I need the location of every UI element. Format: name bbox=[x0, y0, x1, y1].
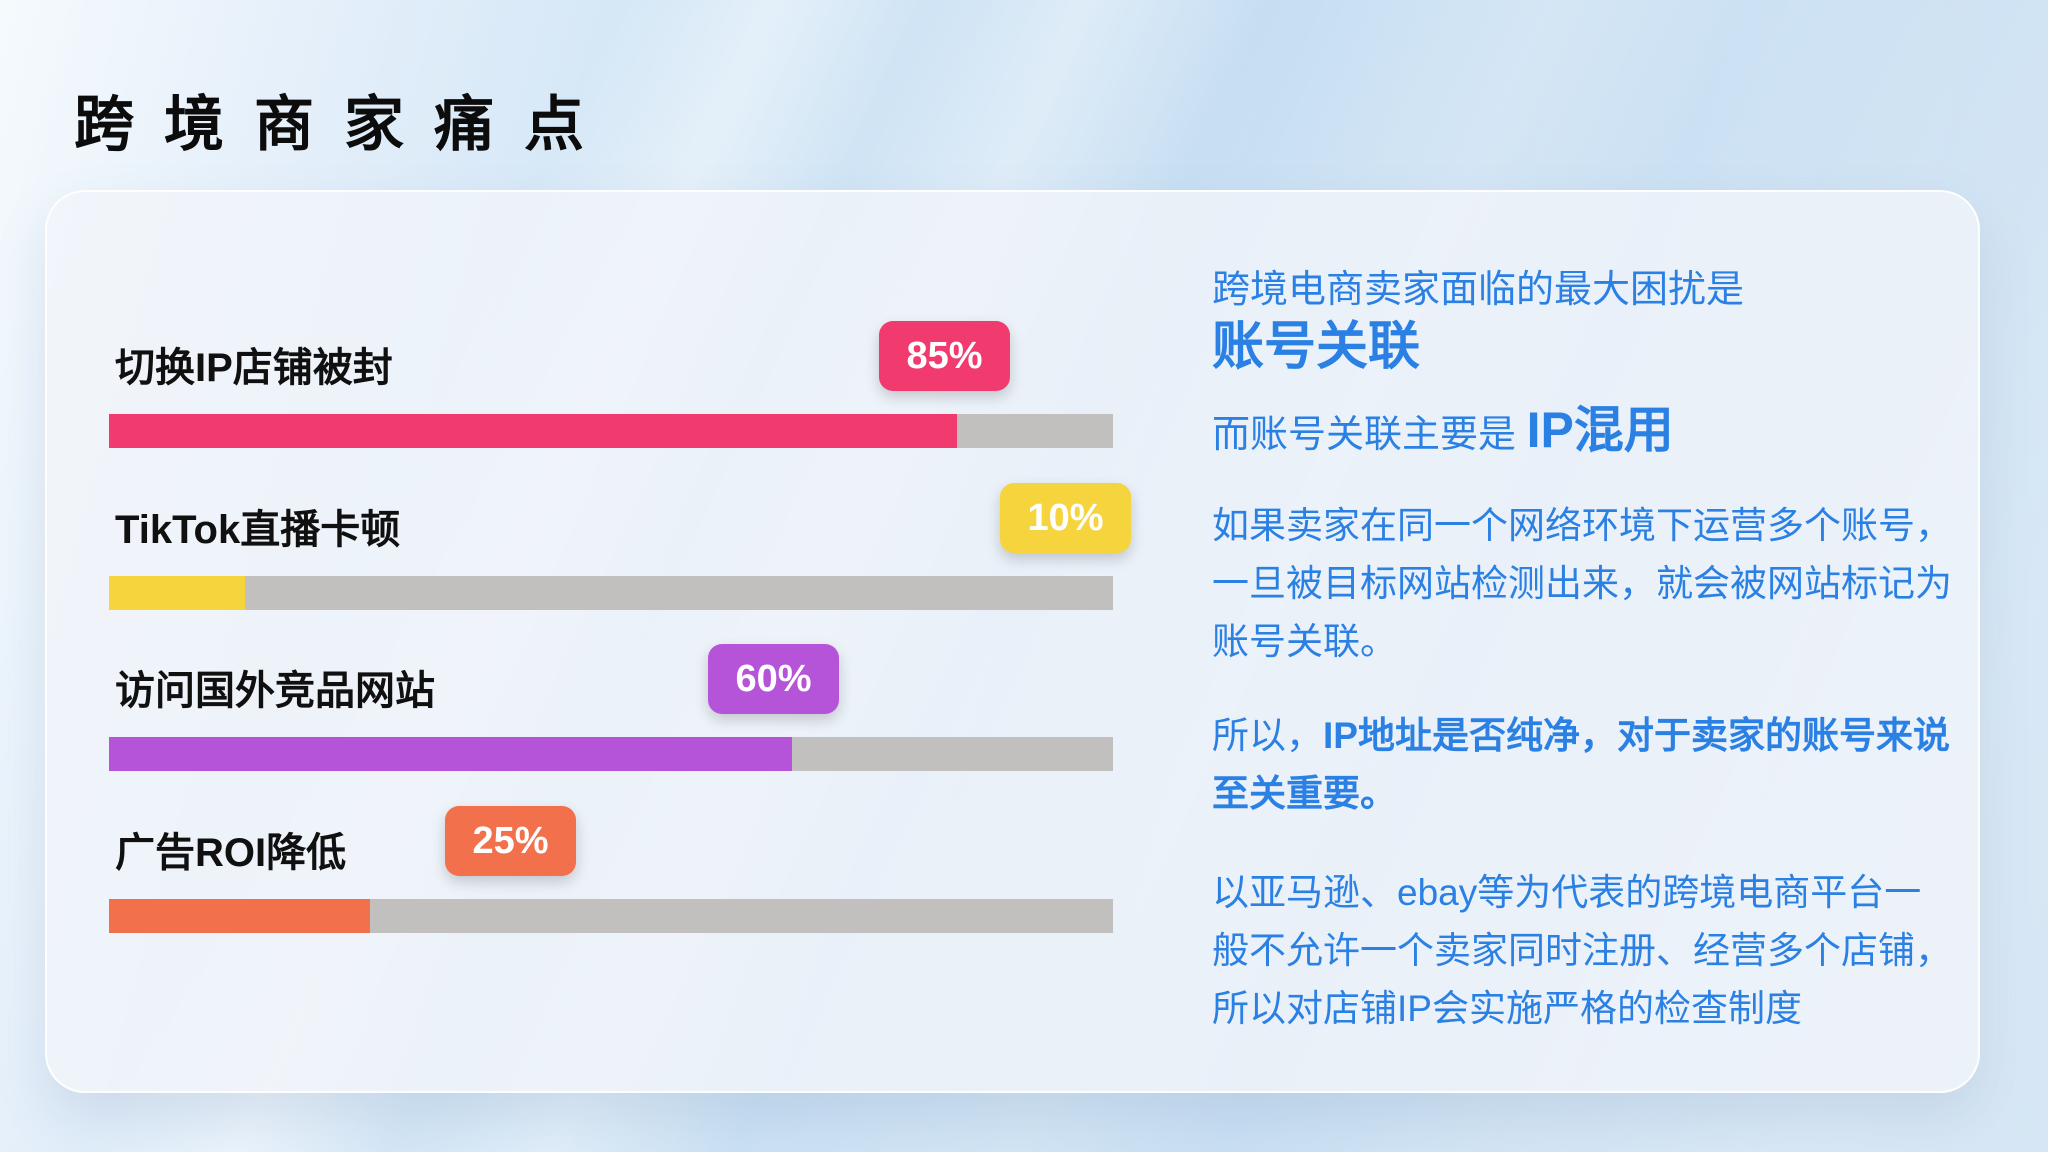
chart-row: TikTok直播卡顿 10% bbox=[109, 483, 1131, 649]
chart-row: 访问国外竞品网站 60% bbox=[109, 644, 1113, 810]
value-badge: 10% bbox=[1000, 483, 1131, 553]
info-intro-text: 跨境电商卖家面临的最大困扰是 bbox=[1212, 269, 1745, 311]
bar-label: TikTok直播卡顿 bbox=[115, 508, 401, 552]
chart-row: 切换IP店铺被封 85% bbox=[109, 321, 1113, 487]
bar-fill bbox=[109, 576, 245, 610]
info-paragraph-1: 如果卖家在同一个网络环境下运营多个账号，一旦被目标网站检测出来，就会被网站标记为… bbox=[1212, 505, 1952, 662]
info-headline: 账号关联 bbox=[1212, 318, 1421, 376]
bar-track bbox=[109, 737, 1113, 771]
info-paragraph-2-bold: IP地址是否纯净，对于卖家的账号来说至关重要。 bbox=[1212, 715, 1950, 814]
pain-points-bar-chart: 切换IP店铺被封 85% TikTok直播卡顿 10% 访问国外竞品网站 60% bbox=[109, 192, 1131, 1091]
bar-fill bbox=[109, 899, 371, 933]
bar-fill bbox=[109, 414, 958, 448]
value-badge: 85% bbox=[879, 321, 1010, 391]
info-paragraph-3: 以亚马逊、ebay等为代表的跨境电商平台一般不允许一个卖家同时注册、经营多个店铺… bbox=[1212, 872, 1952, 1029]
bar-fill bbox=[109, 737, 792, 771]
bar-label: 切换IP店铺被封 bbox=[115, 346, 393, 390]
info-subline: 而账号关联主要是 IP混用 bbox=[1212, 390, 1674, 462]
chart-row: 广告ROI降低 25% bbox=[109, 806, 1113, 972]
bar-label: 访问国外竞品网站 bbox=[115, 669, 435, 713]
info-paragraph-2-prefix: 所以， bbox=[1212, 715, 1323, 756]
bar-track bbox=[109, 576, 1113, 610]
info-subline-highlight: IP混用 bbox=[1526, 402, 1674, 458]
pain-points-card: 切换IP店铺被封 85% TikTok直播卡顿 10% 访问国外竞品网站 60% bbox=[45, 190, 1980, 1093]
bar-label: 广告ROI降低 bbox=[115, 831, 347, 875]
info-paragraph-2: 所以，IP地址是否纯净，对于卖家的账号来说至关重要。 bbox=[1212, 707, 1954, 823]
value-badge: 25% bbox=[445, 806, 576, 876]
bar-track bbox=[109, 414, 1113, 448]
bar-track bbox=[109, 899, 1113, 933]
page-title: 跨境商家痛点 bbox=[74, 91, 614, 158]
value-badge: 60% bbox=[708, 644, 839, 714]
info-subline-prefix: 而账号关联主要是 bbox=[1212, 414, 1527, 456]
